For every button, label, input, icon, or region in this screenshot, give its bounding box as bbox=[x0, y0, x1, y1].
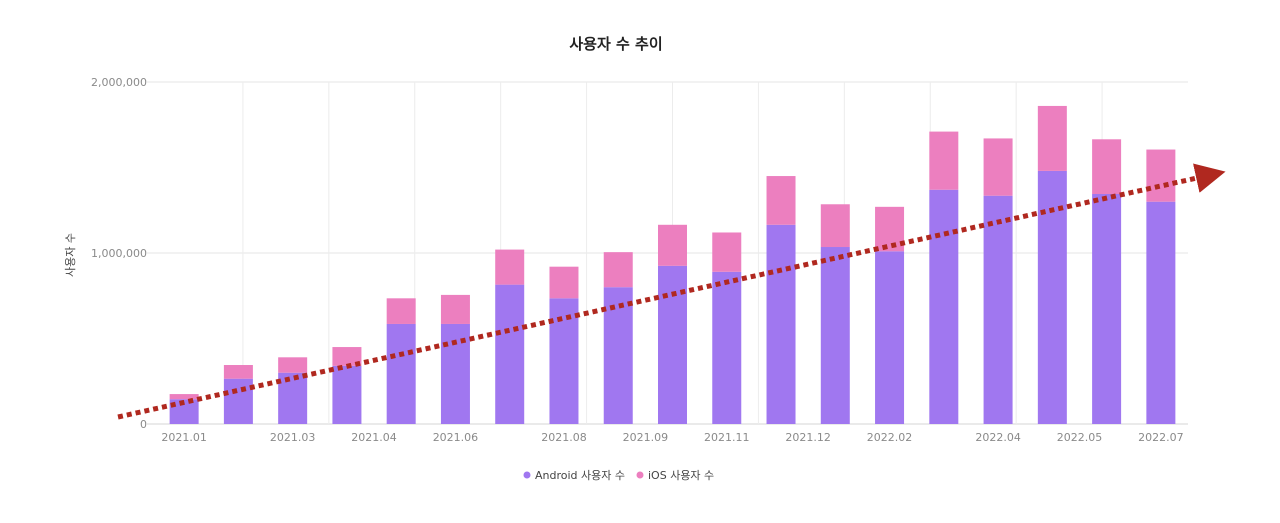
trend-line bbox=[117, 163, 1226, 420]
bar-segment bbox=[1146, 201, 1176, 424]
bar-segment bbox=[278, 357, 308, 373]
bar-segment bbox=[820, 247, 850, 424]
bar-segment bbox=[1037, 105, 1067, 171]
x-tick-label: 2021.12 bbox=[785, 431, 831, 444]
x-tick-label: 2022.04 bbox=[975, 431, 1021, 444]
bar-segment bbox=[332, 365, 362, 424]
bar-segment bbox=[603, 252, 633, 288]
x-tick-label: 2021.01 bbox=[161, 431, 207, 444]
x-tick-label: 2021.09 bbox=[623, 431, 669, 444]
y-tick-label: 2,000,000 bbox=[91, 76, 147, 89]
x-tick-label: 2021.04 bbox=[351, 431, 397, 444]
x-ticks: 2021.01 2021.03 2021.04 2021.06 2021.08 2021.… bbox=[161, 431, 1183, 444]
bar-segment bbox=[549, 266, 579, 299]
bar-segment bbox=[223, 378, 253, 424]
bar-segment bbox=[278, 372, 308, 424]
bar-segment bbox=[820, 204, 850, 248]
bar-segment bbox=[603, 287, 633, 424]
y-tick-label: 0 bbox=[140, 418, 147, 431]
x-tick-label: 2022.05 bbox=[1057, 431, 1103, 444]
bar-segment bbox=[766, 224, 796, 424]
bar-segment bbox=[766, 176, 796, 225]
bar-segment bbox=[983, 138, 1013, 196]
bar-segment bbox=[658, 224, 687, 266]
x-tick-label: 2021.03 bbox=[270, 431, 316, 444]
bar-segment bbox=[1146, 149, 1176, 202]
x-tick-label: 2022.07 bbox=[1138, 431, 1184, 444]
legend-label: iOS 사용자 수 bbox=[648, 469, 714, 482]
bar-segment bbox=[440, 294, 470, 324]
x-tick-label: 2022.02 bbox=[867, 431, 913, 444]
bar-segment bbox=[712, 271, 742, 424]
bar-segment bbox=[712, 232, 742, 272]
legend: Android 사용자 수 iOS 사용자 수 bbox=[523, 469, 714, 482]
x-tick-label: 2021.11 bbox=[704, 431, 750, 444]
bar-segment bbox=[440, 323, 470, 424]
bar-segment bbox=[386, 323, 416, 424]
bar-segment bbox=[1092, 139, 1122, 195]
bar-segment bbox=[549, 298, 579, 424]
bars bbox=[169, 105, 1176, 424]
bar-segment bbox=[169, 394, 199, 400]
bar-segment bbox=[983, 195, 1013, 424]
x-tick-label: 2021.06 bbox=[433, 431, 479, 444]
y-ticks: 0 1,000,000 2,000,000 bbox=[91, 76, 147, 431]
bar-segment bbox=[875, 206, 905, 252]
bar-segment bbox=[495, 284, 525, 424]
bar-segment bbox=[495, 249, 525, 285]
bar-segment bbox=[223, 365, 253, 379]
legend-marker bbox=[636, 471, 644, 479]
bar-segment bbox=[929, 131, 959, 190]
legend-label: Android 사용자 수 bbox=[535, 469, 625, 482]
bar-segment bbox=[386, 298, 416, 324]
y-tick-label: 1,000,000 bbox=[91, 247, 147, 260]
y-axis-label: 사용자 수 bbox=[64, 233, 77, 277]
bar-segment bbox=[1092, 194, 1122, 424]
chart-title: 사용자 수 추이 bbox=[569, 35, 662, 53]
legend-marker bbox=[523, 471, 531, 479]
x-tick-label: 2021.08 bbox=[541, 431, 587, 444]
bar-segment bbox=[332, 347, 362, 366]
bar-segment bbox=[875, 251, 905, 424]
bar-segment bbox=[929, 189, 959, 424]
trend-arrow bbox=[117, 163, 1226, 420]
